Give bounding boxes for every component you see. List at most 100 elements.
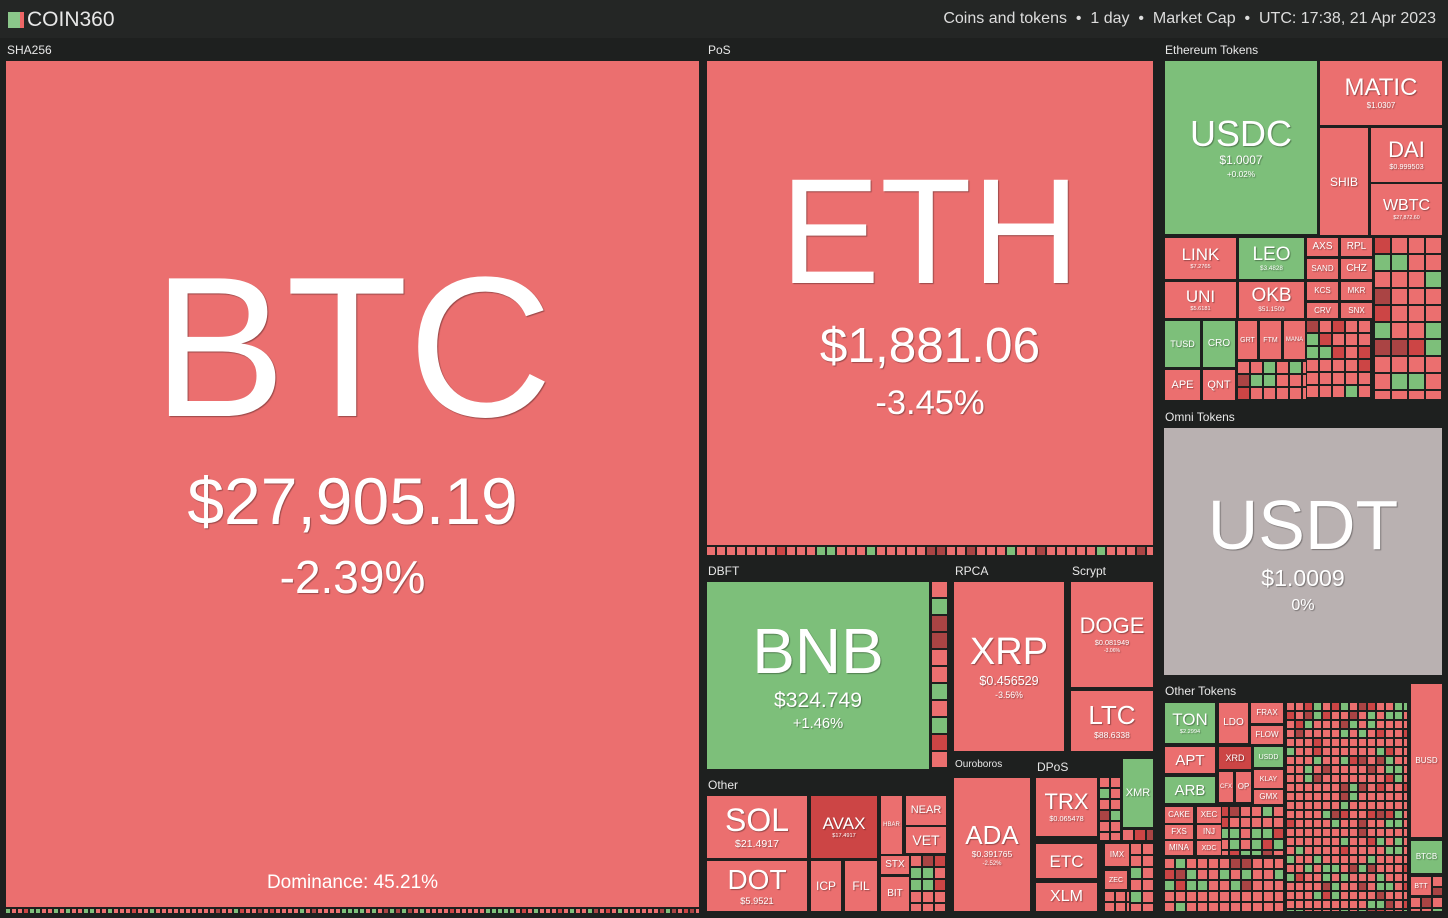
coin-tile[interactable]: OP: [1235, 771, 1252, 803]
coin-tile[interactable]: CAKE: [1164, 806, 1194, 824]
coin-tile[interactable]: MKR: [1340, 281, 1373, 301]
coin-tile[interactable]: ETH $1,881.06 -3.45%: [706, 60, 1154, 546]
coin-tile[interactable]: RPL: [1340, 237, 1373, 257]
coin-tile[interactable]: HBAR: [880, 795, 903, 855]
group-label: Ethereum Tokens: [1165, 43, 1259, 57]
filler-tile: [1295, 864, 1304, 873]
coin-tile[interactable]: KLAY: [1253, 769, 1284, 789]
coin-tile[interactable]: LDO: [1218, 702, 1249, 744]
coin-tile[interactable]: BTCB: [1410, 840, 1443, 874]
coin-tile[interactable]: LTC $88.6338: [1070, 690, 1154, 752]
filter[interactable]: Coins and tokens: [943, 10, 1067, 27]
filler-tile: [1322, 783, 1331, 792]
coin-tile[interactable]: LEO $3.4828: [1238, 237, 1305, 280]
coin-tile[interactable]: BIT: [880, 876, 910, 912]
coin-tile[interactable]: BUSD: [1410, 683, 1443, 838]
coin-tile[interactable]: VET: [905, 826, 947, 854]
coin-tile[interactable]: KCS: [1306, 281, 1339, 301]
filler-tile: [1349, 756, 1358, 765]
coin-symbol: MINA: [1169, 843, 1189, 852]
filler-tile: [551, 908, 557, 914]
coin-tile[interactable]: NEAR: [905, 795, 947, 826]
coin-tile[interactable]: XLM: [1035, 882, 1098, 912]
coin-tile[interactable]: IMX: [1104, 843, 1130, 867]
coin-tile[interactable]: QNT: [1202, 369, 1236, 401]
coin-tile[interactable]: ETC: [1035, 843, 1098, 879]
coin-tile[interactable]: BTC $27,905.19 -2.39%: [5, 60, 700, 908]
coin-tile[interactable]: CRV: [1306, 302, 1339, 319]
coin-tile[interactable]: UNI $5.6181: [1164, 281, 1237, 319]
filler-tile: [876, 546, 886, 556]
dominance: Dominance: 45.21%: [266, 872, 439, 893]
filler-tile: [359, 908, 365, 914]
coin-tile[interactable]: MATIC $1.0307: [1319, 60, 1443, 126]
coin-tile[interactable]: APT: [1164, 746, 1216, 774]
coin-tile[interactable]: MINA: [1164, 840, 1194, 856]
coin-symbol: TON: [1172, 709, 1208, 729]
coin-symbol: GRT: [1240, 336, 1255, 344]
coin-tile[interactable]: USDD: [1253, 746, 1284, 768]
filter[interactable]: 1 day: [1090, 10, 1130, 27]
coin-tile[interactable]: AXS: [1306, 237, 1339, 257]
coin-tile[interactable]: STX: [880, 855, 910, 875]
coin-tile[interactable]: USDT $1.0009 0%: [1163, 427, 1443, 676]
coin-tile[interactable]: GMX: [1253, 789, 1284, 805]
coin-tile[interactable]: XMR: [1122, 758, 1154, 828]
coin-symbol: GMX: [1259, 792, 1278, 801]
coin-tile[interactable]: FRAX: [1250, 702, 1284, 724]
coin-tile[interactable]: FXS: [1164, 824, 1194, 840]
coin-tile[interactable]: DAI $0.999503: [1370, 127, 1443, 183]
coin-tile[interactable]: LINK $7.2765: [1164, 237, 1237, 280]
coin-tile[interactable]: CFX: [1218, 771, 1234, 803]
coin-tile[interactable]: OKB $51.1509: [1238, 281, 1305, 319]
filler-tile: [1376, 792, 1385, 801]
coin-tile[interactable]: TON $2.2994: [1164, 702, 1216, 744]
coin-tile[interactable]: ZEC: [1104, 870, 1128, 890]
coin-tile[interactable]: MANA: [1283, 320, 1306, 360]
coin-tile[interactable]: XRP $0.456529 -3.56%: [953, 581, 1065, 752]
filter[interactable]: Market Cap: [1152, 10, 1236, 27]
filler-tile: [1385, 846, 1394, 855]
coin-tile[interactable]: SHIB: [1319, 127, 1369, 236]
filler-tile: [1391, 339, 1408, 356]
filler-tile: [1349, 720, 1358, 729]
filler-tile: [71, 908, 77, 914]
coin-tile[interactable]: USDC $1.0007 +0.02%: [1164, 60, 1318, 235]
filler-tile: [281, 908, 287, 914]
coin-tile[interactable]: CRO: [1202, 320, 1236, 368]
coin-tile[interactable]: ARB: [1164, 776, 1216, 804]
coin-tile[interactable]: WBTC $27,872.60: [1370, 183, 1443, 236]
filler-tile: [1319, 398, 1332, 400]
coin-tile[interactable]: FTM: [1259, 320, 1282, 360]
coin-tile[interactable]: ICP: [810, 860, 842, 912]
coin-tile[interactable]: AVAX $17.4917: [810, 795, 878, 859]
coin-tile[interactable]: APE: [1164, 369, 1201, 401]
coin-tile[interactable]: SAND: [1306, 258, 1339, 280]
coin-tile[interactable]: FLOW: [1250, 725, 1284, 745]
filler-tile: [1229, 850, 1240, 856]
coin-tile[interactable]: FIL: [844, 860, 878, 912]
coin-tile[interactable]: SOL $21.4917: [706, 795, 808, 859]
coin-tile[interactable]: GRT: [1237, 320, 1258, 360]
logo[interactable]: COIN360: [8, 8, 115, 32]
coin-tile[interactable]: DOGE $0.081949 -3.06%: [1070, 581, 1154, 688]
filler-tile: [209, 908, 215, 914]
coin-tile[interactable]: SNX: [1340, 302, 1373, 319]
coin-tile[interactable]: TUSD: [1164, 320, 1201, 368]
coin-tile[interactable]: DOT $5.9521: [706, 860, 808, 912]
coin-symbol: LDO: [1223, 717, 1244, 728]
coin-tile[interactable]: XRD: [1218, 746, 1252, 770]
coin-tile[interactable]: INJ: [1196, 824, 1222, 840]
coin-tile[interactable]: BTT: [1410, 876, 1432, 896]
coin-symbol: IMX: [1109, 850, 1125, 859]
filler-tile: [931, 615, 948, 632]
filler-tile: [736, 546, 746, 556]
coin-tile[interactable]: TRX $0.065478: [1035, 777, 1098, 837]
filler-tile: [1367, 828, 1376, 837]
coin-tile[interactable]: XDC: [1196, 840, 1222, 856]
coin-tile[interactable]: BNB $324.749 +1.46%: [706, 581, 930, 770]
coin-tile[interactable]: ADA $0.391765 -2.52%: [953, 777, 1031, 912]
filler-tile: [1289, 400, 1302, 402]
coin-tile[interactable]: CHZ: [1340, 258, 1373, 280]
coin-tile[interactable]: XEC: [1196, 806, 1222, 824]
